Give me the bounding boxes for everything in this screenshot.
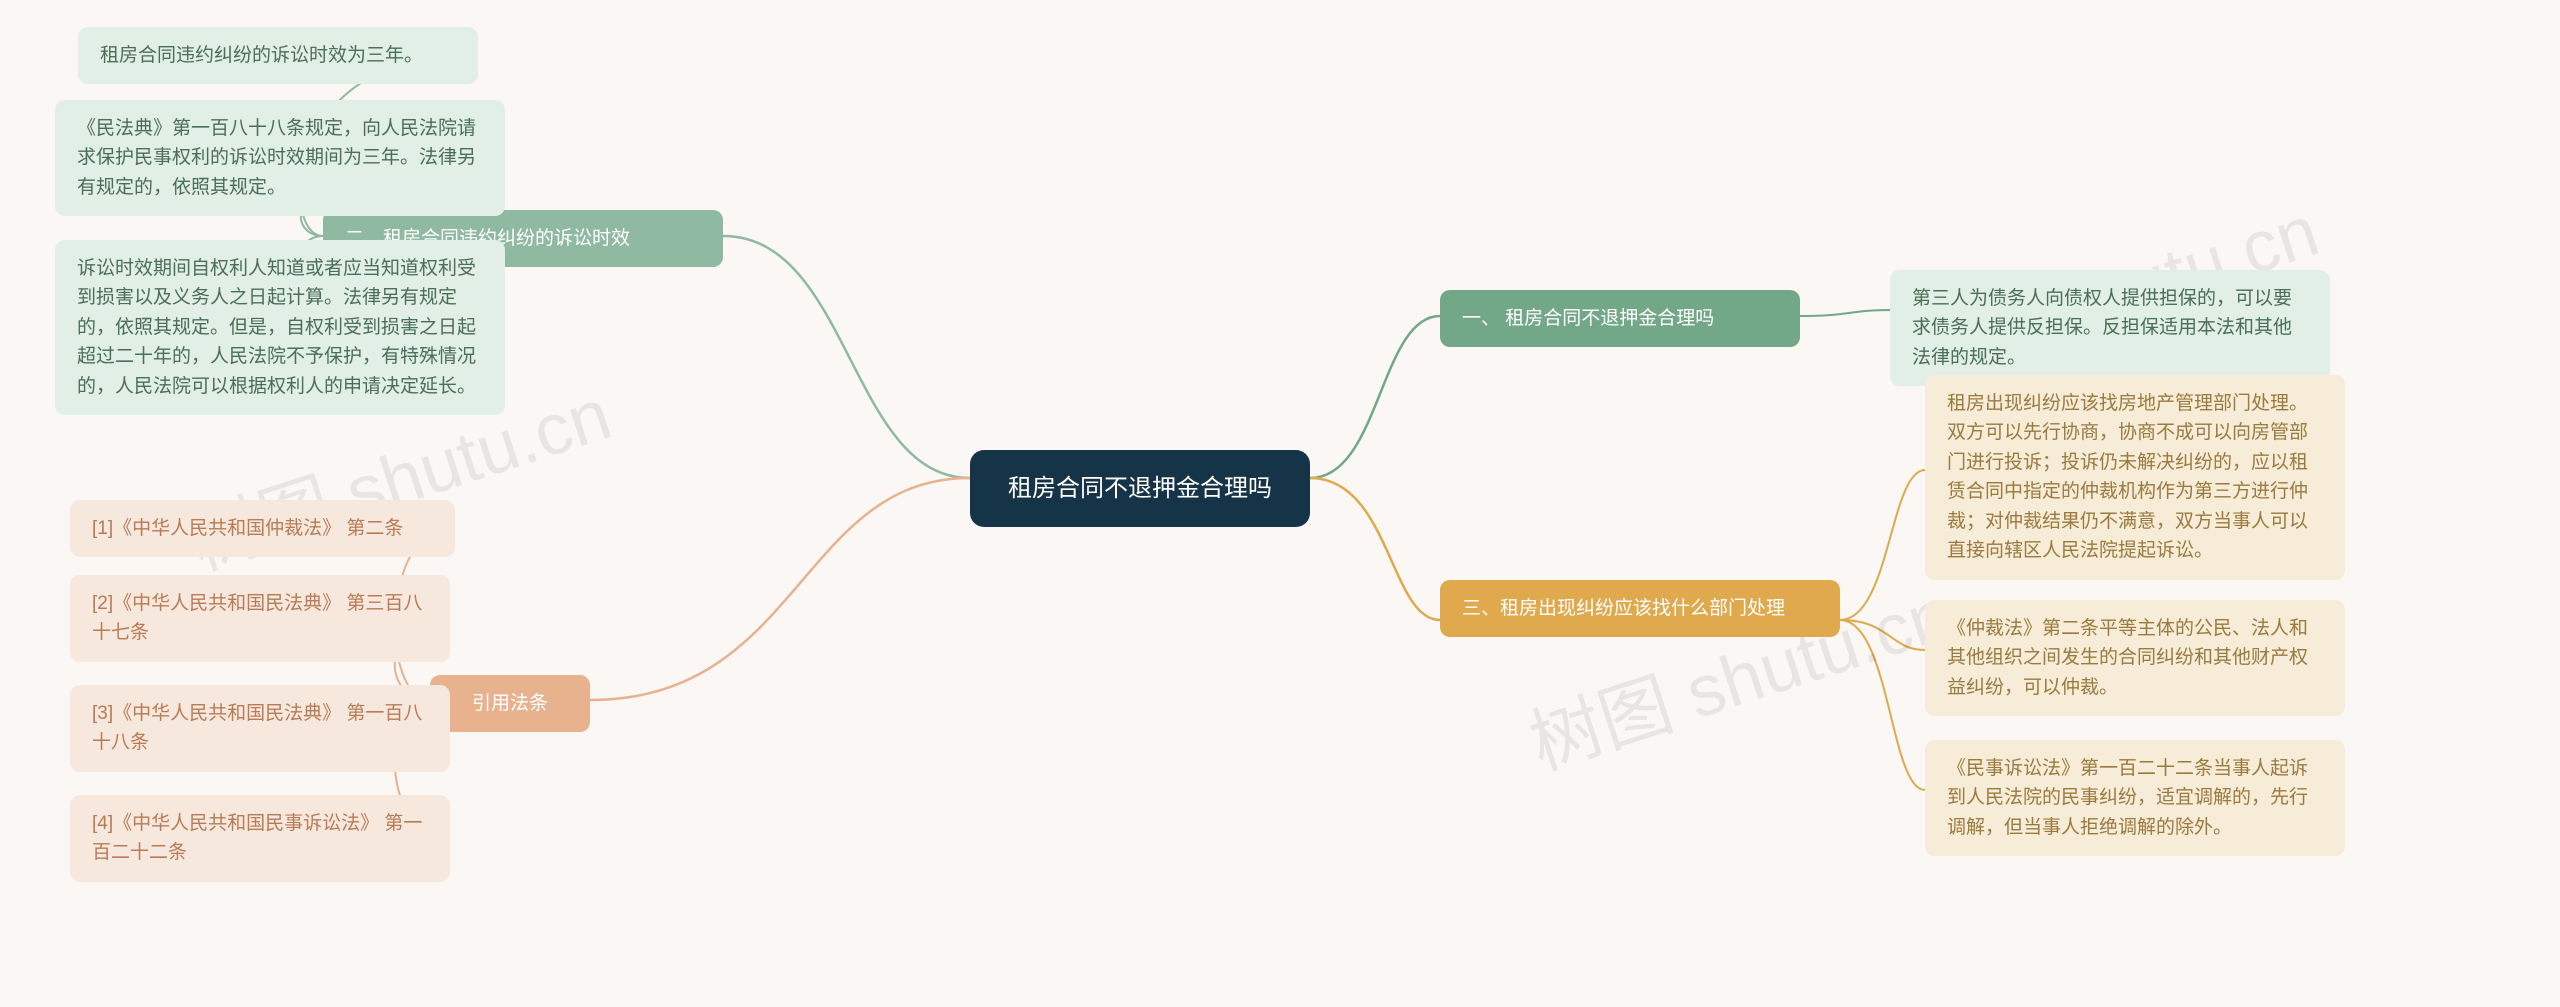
- branch-4-leaf[interactable]: [4]《中华人民共和国民事诉讼法》 第一百二十二条: [70, 795, 450, 882]
- branch-1[interactable]: 一、 租房合同不退押金合理吗: [1440, 290, 1800, 347]
- branch-4-leaf[interactable]: [2]《中华人民共和国民法典》 第三百八十七条: [70, 575, 450, 662]
- branch-4[interactable]: 引用法条: [430, 675, 590, 732]
- branch-4-leaf[interactable]: [3]《中华人民共和国民法典》 第一百八十八条: [70, 685, 450, 772]
- center-node[interactable]: 租房合同不退押金合理吗: [970, 450, 1310, 527]
- branch-3-leaf[interactable]: 租房出现纠纷应该找房地产管理部门处理。双方可以先行协商，协商不成可以向房管部门进…: [1925, 375, 2345, 580]
- branch-3-leaf[interactable]: 《民事诉讼法》第一百二十二条当事人起诉到人民法院的民事纠纷，适宜调解的，先行调解…: [1925, 740, 2345, 856]
- branch-1-leaf[interactable]: 第三人为债务人向债权人提供担保的，可以要求债务人提供反担保。反担保适用本法和其他…: [1890, 270, 2330, 386]
- branch-4-leaf[interactable]: [1]《中华人民共和国仲裁法》 第二条: [70, 500, 455, 557]
- branch-3-leaf[interactable]: 《仲裁法》第二条平等主体的公民、法人和其他组织之间发生的合同纠纷和其他财产权益纠…: [1925, 600, 2345, 716]
- branch-2-leaf[interactable]: 诉讼时效期间自权利人知道或者应当知道权利受到损害以及义务人之日起计算。法律另有规…: [55, 240, 505, 415]
- branch-3[interactable]: 三、租房出现纠纷应该找什么部门处理: [1440, 580, 1840, 637]
- branch-2-leaf[interactable]: 《民法典》第一百八十八条规定，向人民法院请求保护民事权利的诉讼时效期间为三年。法…: [55, 100, 505, 216]
- branch-2-leaf[interactable]: 租房合同违约纠纷的诉讼时效为三年。: [78, 27, 478, 84]
